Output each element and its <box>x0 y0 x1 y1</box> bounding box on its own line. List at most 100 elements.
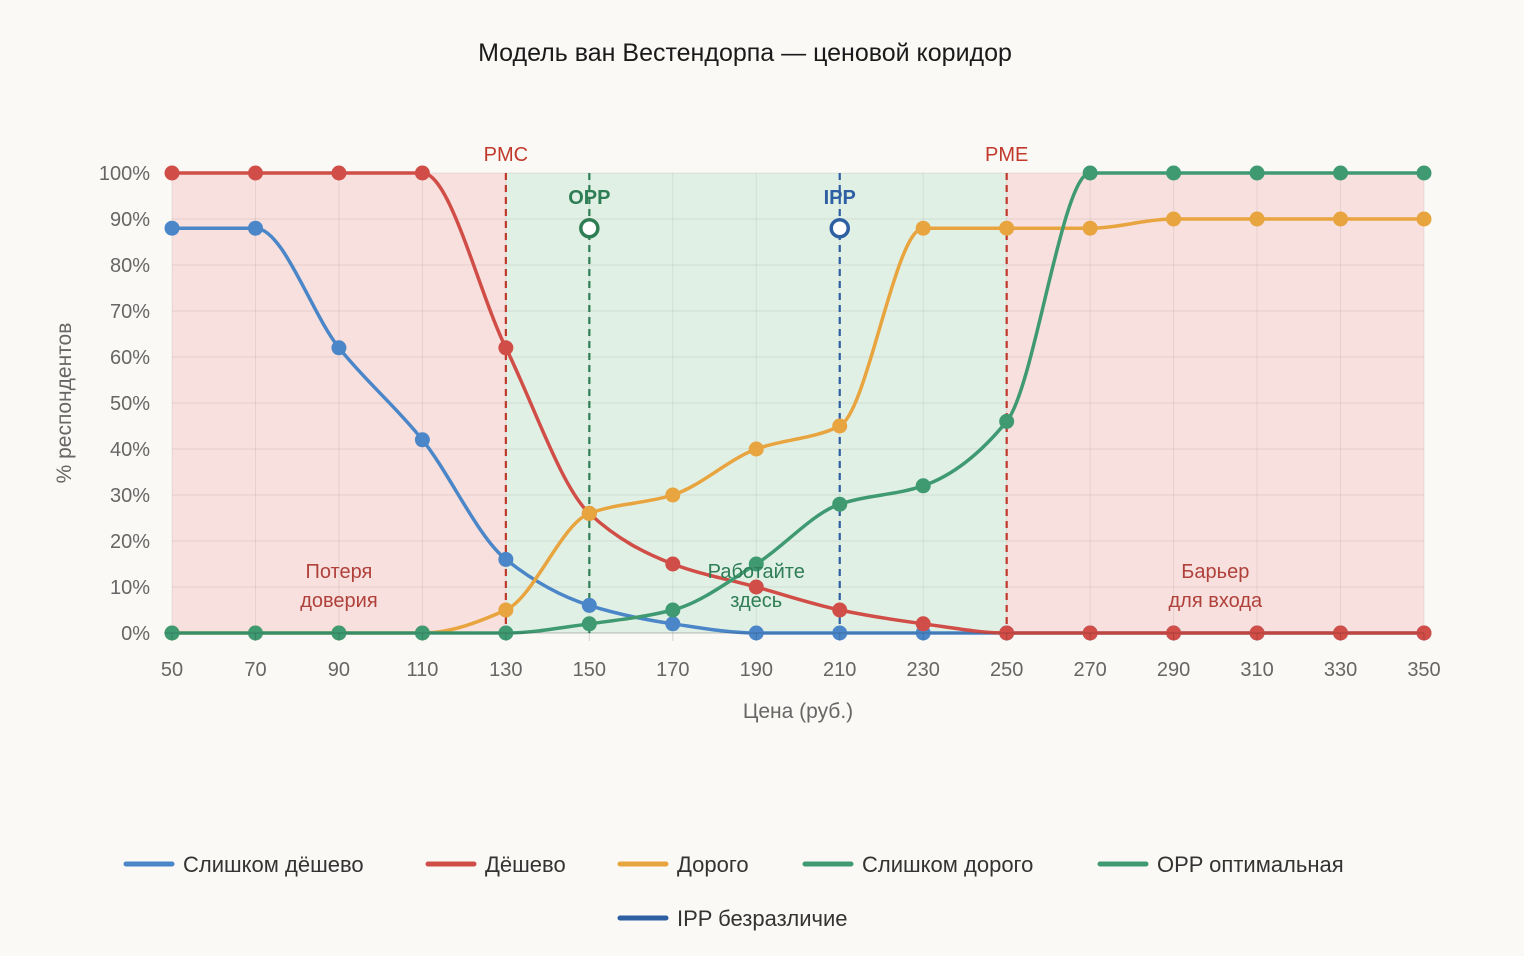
reference-label-pme: PME <box>985 144 1028 166</box>
zone-label-2: Барьер <box>1181 561 1249 583</box>
data-point <box>498 625 514 641</box>
markers-layer <box>579 217 850 239</box>
data-point <box>1082 220 1098 236</box>
x-tick-label: 210 <box>823 659 856 681</box>
series-layer <box>164 165 1432 641</box>
data-point <box>1416 211 1432 227</box>
zone-band-2 <box>1006 173 1424 633</box>
data-point <box>498 551 514 567</box>
reference-lines-layer: PMC OPP IPP PME <box>484 144 1028 633</box>
data-point <box>581 597 597 613</box>
x-tick-label: 250 <box>990 659 1023 681</box>
zone-band-0 <box>172 173 506 633</box>
data-point <box>748 441 764 457</box>
data-point <box>414 432 430 448</box>
data-point <box>164 220 180 236</box>
x-tick-label: 290 <box>1157 659 1190 681</box>
data-point <box>665 616 681 632</box>
reference-label-pmc: PMC <box>484 144 528 166</box>
data-point <box>748 625 764 641</box>
data-point <box>1166 165 1182 181</box>
data-point <box>1249 625 1265 641</box>
data-point <box>1249 165 1265 181</box>
data-point <box>164 165 180 181</box>
data-point <box>1333 165 1349 181</box>
x-tick-label: 230 <box>907 659 940 681</box>
legend-label: OPP оптимальная <box>1157 852 1344 877</box>
y-tick-label: 80% <box>110 255 150 277</box>
data-point <box>1082 165 1098 181</box>
data-point <box>247 220 263 236</box>
data-point <box>1333 211 1349 227</box>
marker-opp <box>579 217 600 239</box>
data-point <box>1416 165 1432 181</box>
data-point <box>1333 625 1349 641</box>
y-tick-label: 90% <box>110 209 150 231</box>
data-point <box>832 496 848 512</box>
reference-label-ipp: IPP <box>824 187 856 209</box>
x-tick-label: 170 <box>656 659 689 681</box>
data-point <box>1082 625 1098 641</box>
y-tick-label: 0% <box>121 623 150 645</box>
x-tick-label: 90 <box>328 659 350 681</box>
axes-layer: 0% 10% 20% 30% 40% 50% 60% 70% 80% 90% 100% 50 70 90 1… <box>99 163 1441 681</box>
x-tick-label: 270 <box>1073 659 1106 681</box>
zone-label-0: Потеря <box>306 561 373 583</box>
data-point <box>999 625 1015 641</box>
legend-label: Слишком дорого <box>862 852 1033 877</box>
data-point <box>915 478 931 494</box>
x-tick-label: 190 <box>740 659 773 681</box>
zone-labels-layer: Потеря доверия Работайте здесь Барьер для вхо… <box>300 561 1263 612</box>
data-point <box>247 165 263 181</box>
chart-title: Модель ван Вестендорпа — ценовой коридор <box>478 39 1012 67</box>
data-point <box>832 418 848 434</box>
data-point <box>1166 211 1182 227</box>
data-point <box>999 413 1015 429</box>
zone-label-0: доверия <box>300 590 377 612</box>
data-point <box>1249 211 1265 227</box>
data-point <box>164 625 180 641</box>
data-point <box>748 579 764 595</box>
legend: Слишком дёшево Дёшево Дорого Слишком дорого… <box>123 852 1344 931</box>
y-tick-label: 40% <box>110 439 150 461</box>
data-point <box>331 165 347 181</box>
data-point <box>247 625 263 641</box>
y-tick-label: 10% <box>110 577 150 599</box>
y-tick-label: 60% <box>110 347 150 369</box>
y-tick-label: 30% <box>110 485 150 507</box>
data-point <box>832 602 848 618</box>
data-point <box>581 616 597 632</box>
data-point <box>832 625 848 641</box>
data-point <box>915 220 931 236</box>
x-tick-label: 70 <box>244 659 266 681</box>
data-point <box>665 602 681 618</box>
data-point <box>665 487 681 503</box>
data-point <box>999 220 1015 236</box>
data-point <box>748 556 764 572</box>
reference-label-opp: OPP <box>568 187 610 209</box>
data-point <box>581 505 597 521</box>
x-tick-label: 310 <box>1240 659 1273 681</box>
data-point <box>498 602 514 618</box>
legend-label: Слишком дёшево <box>183 852 364 877</box>
data-point <box>1416 625 1432 641</box>
legend-label: IPP безразличие <box>677 906 848 931</box>
y-axis-label: % респондентов <box>53 323 76 484</box>
zone-label-2: для входа <box>1169 590 1263 612</box>
x-tick-label: 350 <box>1407 659 1440 681</box>
data-point <box>331 625 347 641</box>
y-tick-label: 20% <box>110 531 150 553</box>
data-point <box>331 340 347 356</box>
x-tick-label: 150 <box>573 659 606 681</box>
marker-ipp <box>829 217 850 239</box>
y-tick-label: 50% <box>110 393 150 415</box>
data-point <box>665 556 681 572</box>
y-tick-label: 100% <box>99 163 150 185</box>
x-tick-label: 130 <box>489 659 522 681</box>
y-tick-label: 70% <box>110 301 150 323</box>
x-tick-label: 50 <box>161 659 183 681</box>
data-point <box>498 340 514 356</box>
data-point <box>915 616 931 632</box>
series-line-3 <box>172 171 1424 635</box>
